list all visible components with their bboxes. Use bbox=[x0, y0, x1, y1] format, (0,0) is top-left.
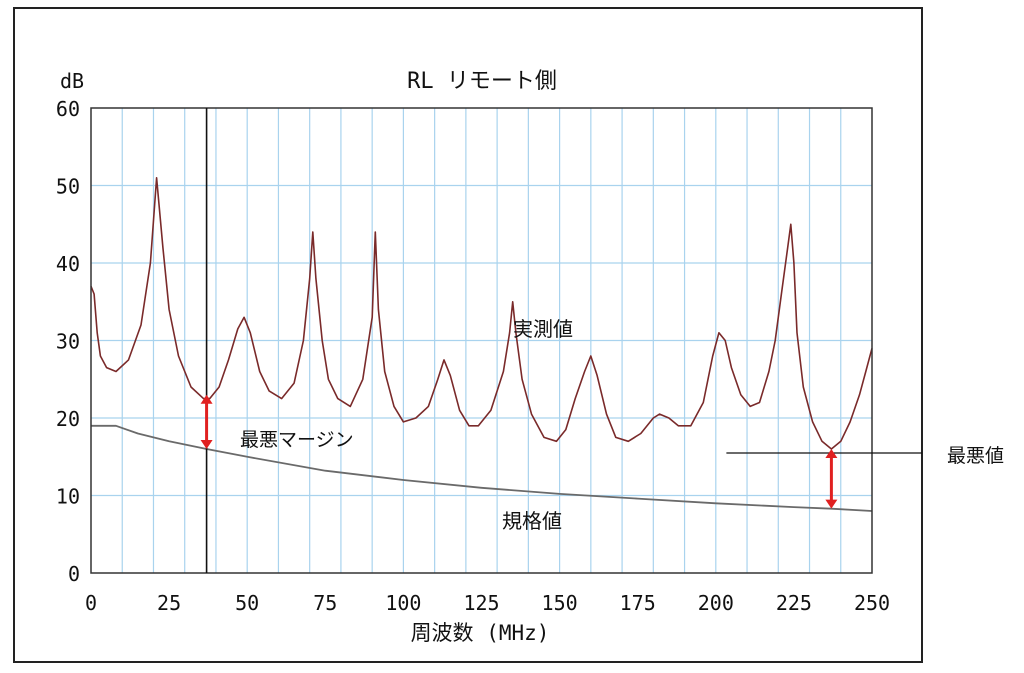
axis-ticks: 0 25 50 75 100 125 150 175 200 225 250 0 10 20 30 40 50 6… bbox=[56, 97, 890, 615]
y-tick-label: 40 bbox=[56, 252, 80, 276]
x-tick-label: 225 bbox=[776, 591, 812, 615]
worst-margin-label: 最悪マージン bbox=[240, 429, 354, 451]
x-tick-label: 175 bbox=[620, 591, 656, 615]
y-tick-label: 30 bbox=[56, 330, 80, 354]
x-tick-label: 0 bbox=[85, 591, 97, 615]
y-tick-label: 10 bbox=[56, 485, 80, 509]
measured-series-line bbox=[90, 177, 873, 450]
y-tick-label: 60 bbox=[56, 97, 80, 121]
x-tick-label: 250 bbox=[854, 591, 890, 615]
x-tick-label: 150 bbox=[542, 591, 578, 615]
x-tick-label: 200 bbox=[698, 591, 734, 615]
chart-title: RL リモート側 bbox=[407, 69, 557, 94]
series-group bbox=[90, 177, 873, 512]
x-tick-label: 75 bbox=[313, 591, 337, 615]
worst-value-label: 最悪値 bbox=[947, 445, 1004, 467]
x-tick-label: 100 bbox=[385, 591, 421, 615]
worst-margin-arrow bbox=[200, 394, 213, 449]
x-axis-label: 周波数 (MHz) bbox=[411, 621, 550, 645]
y-tick-label: 0 bbox=[68, 562, 80, 586]
grid-lines bbox=[91, 108, 872, 573]
y-axis-label: dB bbox=[60, 69, 84, 93]
x-tick-label: 25 bbox=[157, 591, 181, 615]
spec-series-line bbox=[91, 424, 873, 512]
y-tick-label: 20 bbox=[56, 407, 80, 431]
annotations bbox=[200, 108, 922, 573]
x-tick-label: 50 bbox=[235, 591, 259, 615]
worst-value-arrow bbox=[825, 449, 838, 509]
y-tick-label: 50 bbox=[56, 175, 80, 199]
measured-value-label: 実測値 bbox=[513, 317, 573, 341]
x-tick-label: 125 bbox=[463, 591, 499, 615]
plot-border bbox=[90, 107, 873, 574]
spec-value-label: 規格値 bbox=[502, 509, 562, 533]
